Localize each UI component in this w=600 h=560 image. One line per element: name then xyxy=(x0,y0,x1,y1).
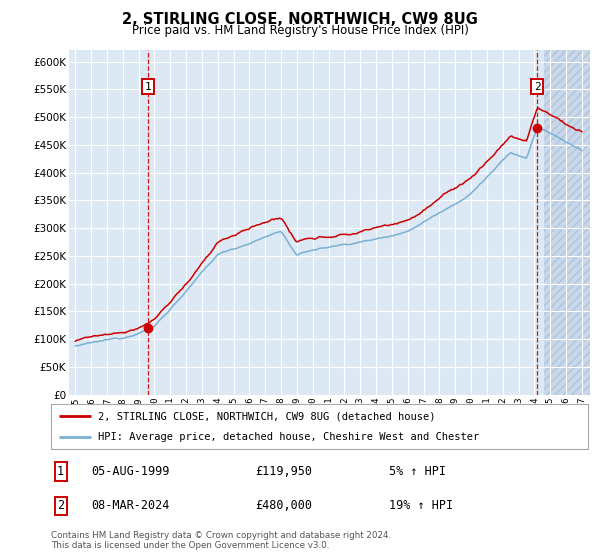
Text: Price paid vs. HM Land Registry's House Price Index (HPI): Price paid vs. HM Land Registry's House … xyxy=(131,24,469,37)
Text: 1: 1 xyxy=(145,82,151,92)
Text: 1: 1 xyxy=(57,465,64,478)
Text: 2: 2 xyxy=(534,82,541,92)
Text: £480,000: £480,000 xyxy=(255,499,312,512)
Text: 5% ↑ HPI: 5% ↑ HPI xyxy=(389,465,446,478)
Text: 19% ↑ HPI: 19% ↑ HPI xyxy=(389,499,454,512)
Text: 2, STIRLING CLOSE, NORTHWICH, CW9 8UG: 2, STIRLING CLOSE, NORTHWICH, CW9 8UG xyxy=(122,12,478,27)
Text: 05-AUG-1999: 05-AUG-1999 xyxy=(91,465,170,478)
Bar xyxy=(544,50,590,395)
Text: Contains HM Land Registry data © Crown copyright and database right 2024.
This d: Contains HM Land Registry data © Crown c… xyxy=(51,531,391,550)
Text: £119,950: £119,950 xyxy=(255,465,312,478)
Text: 2, STIRLING CLOSE, NORTHWICH, CW9 8UG (detached house): 2, STIRLING CLOSE, NORTHWICH, CW9 8UG (d… xyxy=(98,412,436,422)
Text: 2: 2 xyxy=(57,499,64,512)
Text: 08-MAR-2024: 08-MAR-2024 xyxy=(91,499,170,512)
Text: HPI: Average price, detached house, Cheshire West and Chester: HPI: Average price, detached house, Ches… xyxy=(98,432,479,442)
